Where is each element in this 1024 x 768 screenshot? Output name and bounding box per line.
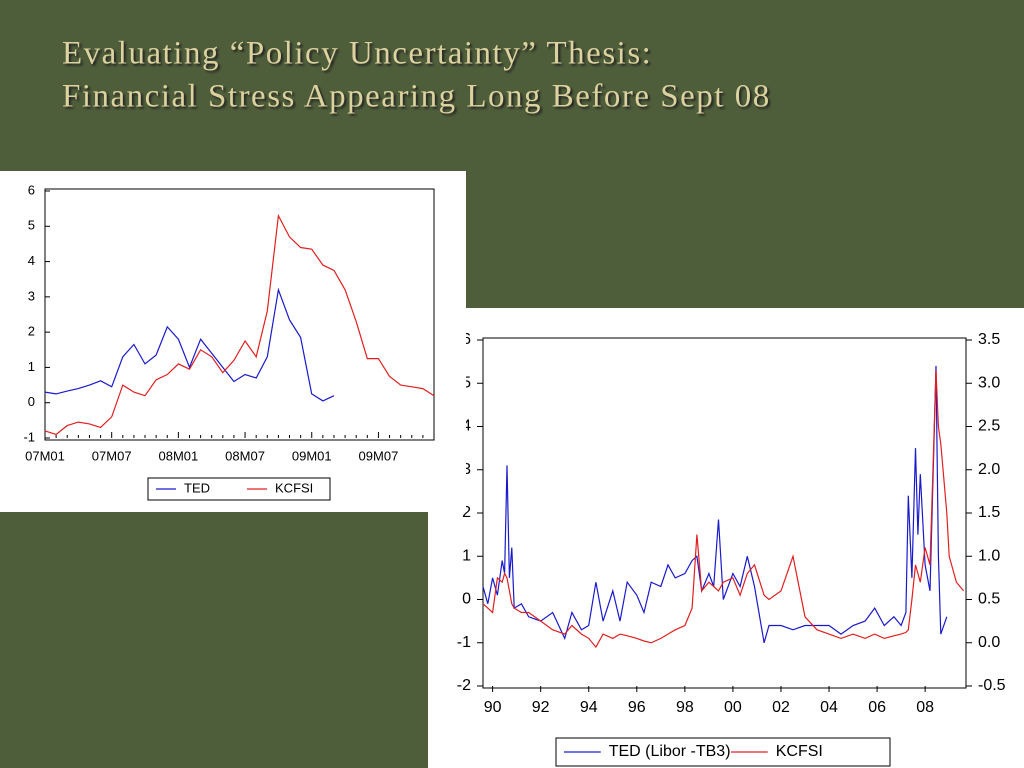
legend-label: KCFSI [275, 480, 313, 495]
data-line [44, 287, 335, 402]
slide-title: Financial Stress Appearing Long Before S… [62, 79, 771, 115]
y2-tick-label: -0.5 [978, 677, 1006, 694]
x-tick-label: 92 [532, 699, 550, 716]
data-line [482, 370, 965, 649]
y2-tick-label: 3.5 [978, 331, 1000, 348]
y-tick-label: 5 [28, 218, 35, 233]
x-tick-label: 07M07 [92, 448, 132, 463]
x-tick-label: 07M01 [25, 448, 65, 463]
y-tick-label: 3 [462, 461, 471, 478]
y-tick-label: 2 [462, 504, 471, 521]
legend-box [555, 737, 891, 767]
legend-label: TED (Libor -TB3) [609, 743, 731, 760]
y2-tick-label: 1.0 [978, 547, 1000, 564]
plot-frame [482, 337, 967, 689]
y-tick-label: 2 [28, 324, 35, 339]
y-tick-label: 0 [462, 591, 471, 608]
x-tick-label: 09M01 [292, 448, 332, 463]
x-tick-label: 08M07 [225, 448, 265, 463]
chart: 90 92 94 96 98 00 02 04 06 08 -2 -1 0 1 2 3 4 5 6 -0.5 0.0 0.… [428, 308, 1024, 768]
y-tick-label: 4 [462, 418, 471, 435]
y2-tick-label: 0.5 [978, 591, 1000, 608]
x-tick-label: 98 [676, 699, 694, 716]
y-tick-label: 0 [28, 394, 35, 409]
y-tick-label: 1 [28, 359, 35, 374]
plot-frame [44, 188, 435, 441]
slide-title: Evaluating “Policy Uncertainty” Thesis: [62, 36, 652, 72]
data-line [44, 213, 435, 436]
y2-tick-label: 0.0 [978, 634, 1000, 651]
y-tick-label: 1 [462, 547, 471, 564]
x-tick-label: 90 [484, 699, 502, 716]
y-tick-label: 4 [28, 253, 35, 268]
y-tick-label: -1 [457, 634, 471, 651]
x-tick-label: 08 [916, 699, 934, 716]
y2-tick-label: 2.0 [978, 461, 1000, 478]
chart-background [0, 171, 466, 512]
x-tick-label: 06 [868, 699, 886, 716]
y2-tick-label: 3.0 [978, 374, 1000, 391]
x-tick-label: 09M07 [359, 448, 399, 463]
y-tick-label: 5 [462, 374, 471, 391]
x-tick-label: 94 [580, 699, 598, 716]
y-tick-label: -2 [457, 677, 471, 694]
legend-label: KCFSI [776, 743, 823, 760]
x-tick-label: 04 [820, 699, 838, 716]
chart: 07M01 07M07 08M01 08M07 09M01 09M07 -1 0 1 2 3 4 5 6 T… [0, 171, 466, 512]
x-tick-label: 02 [772, 699, 790, 716]
x-tick-label: 08M01 [158, 448, 198, 463]
legend-box [147, 477, 331, 501]
y-tick-label: 6 [462, 331, 471, 348]
legend-label: TED [184, 480, 210, 495]
y2-tick-label: 2.5 [978, 418, 1000, 435]
y-tick-label: 3 [28, 288, 35, 303]
x-tick-label: 96 [628, 699, 646, 716]
data-line [482, 365, 948, 643]
y-tick-label: -1 [23, 429, 35, 444]
y-tick-label: 6 [28, 182, 35, 197]
y2-tick-label: 1.5 [978, 504, 1000, 521]
x-tick-label: 00 [724, 699, 742, 716]
